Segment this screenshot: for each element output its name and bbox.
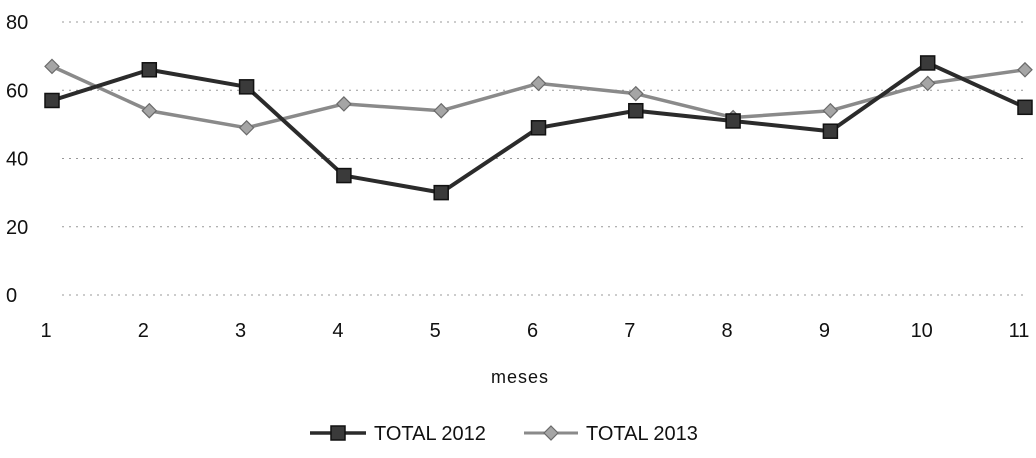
- legend-label-total-2012: TOTAL 2012: [374, 423, 486, 445]
- series-total-2013: [44, 58, 1033, 136]
- legend: TOTAL 2012 TOTAL 2013: [310, 423, 698, 445]
- point-2013-9: [822, 102, 839, 119]
- point-2012-6: [530, 120, 547, 136]
- point-2012-7: [628, 102, 644, 119]
- grid-layer: [62, 21, 1025, 296]
- series-layer: [44, 55, 1033, 201]
- x-tick-label-7: 7: [624, 320, 635, 342]
- point-2013-6: [530, 75, 547, 92]
- point-2013-10: [919, 75, 936, 92]
- point-2013-5: [433, 102, 450, 119]
- x-tick-label-3: 3: [235, 320, 246, 342]
- y-axis-tick-labels: 0 20 40 60 80: [6, 12, 28, 307]
- legend-item-total-2012: TOTAL 2012: [310, 423, 486, 445]
- y-tick-label-0: 0: [6, 285, 17, 307]
- x-tick-label-6: 6: [527, 320, 538, 342]
- point-2012-5: [433, 184, 449, 201]
- x-tick-label-11: 11: [1009, 320, 1030, 342]
- legend-item-total-2013: TOTAL 2013: [524, 423, 698, 445]
- x-axis-title: meses: [491, 367, 549, 387]
- point-2012-10: [919, 55, 936, 71]
- x-axis-tick-labels: 1 2 3 4 5 6 7 8 9 10 11: [40, 320, 1029, 342]
- legend-marker-diamond-icon: [543, 425, 559, 441]
- point-2012-1: [44, 92, 60, 109]
- series-total-2012: [44, 55, 1033, 201]
- x-tick-label-10: 10: [911, 320, 933, 342]
- point-2012-9: [822, 123, 839, 139]
- y-tick-label-20: 20: [6, 217, 28, 239]
- x-tick-label-1: 1: [40, 320, 51, 342]
- point-2013-11: [1017, 61, 1033, 78]
- y-tick-label-40: 40: [6, 149, 28, 171]
- x-tick-label-8: 8: [722, 320, 733, 342]
- x-tick-label-9: 9: [819, 320, 830, 342]
- y-tick-label-60: 60: [6, 80, 28, 102]
- point-2012-3: [238, 79, 255, 95]
- legend-label-total-2013: TOTAL 2013: [586, 423, 698, 445]
- legend-marker-square-icon: [330, 425, 346, 441]
- point-2012-4: [336, 167, 352, 184]
- point-2013-1: [44, 58, 60, 75]
- point-2012-2: [141, 62, 158, 78]
- x-tick-label-5: 5: [430, 320, 441, 342]
- x-tick-label-4: 4: [332, 320, 343, 342]
- point-2013-2: [141, 102, 158, 119]
- point-2013-7: [627, 85, 644, 102]
- y-tick-label-80: 80: [6, 12, 28, 34]
- x-tick-label-2: 2: [138, 320, 149, 342]
- point-2012-11: [1017, 99, 1033, 116]
- point-2012-8: [725, 113, 741, 129]
- point-2013-4: [336, 96, 352, 112]
- point-2013-3: [238, 119, 255, 136]
